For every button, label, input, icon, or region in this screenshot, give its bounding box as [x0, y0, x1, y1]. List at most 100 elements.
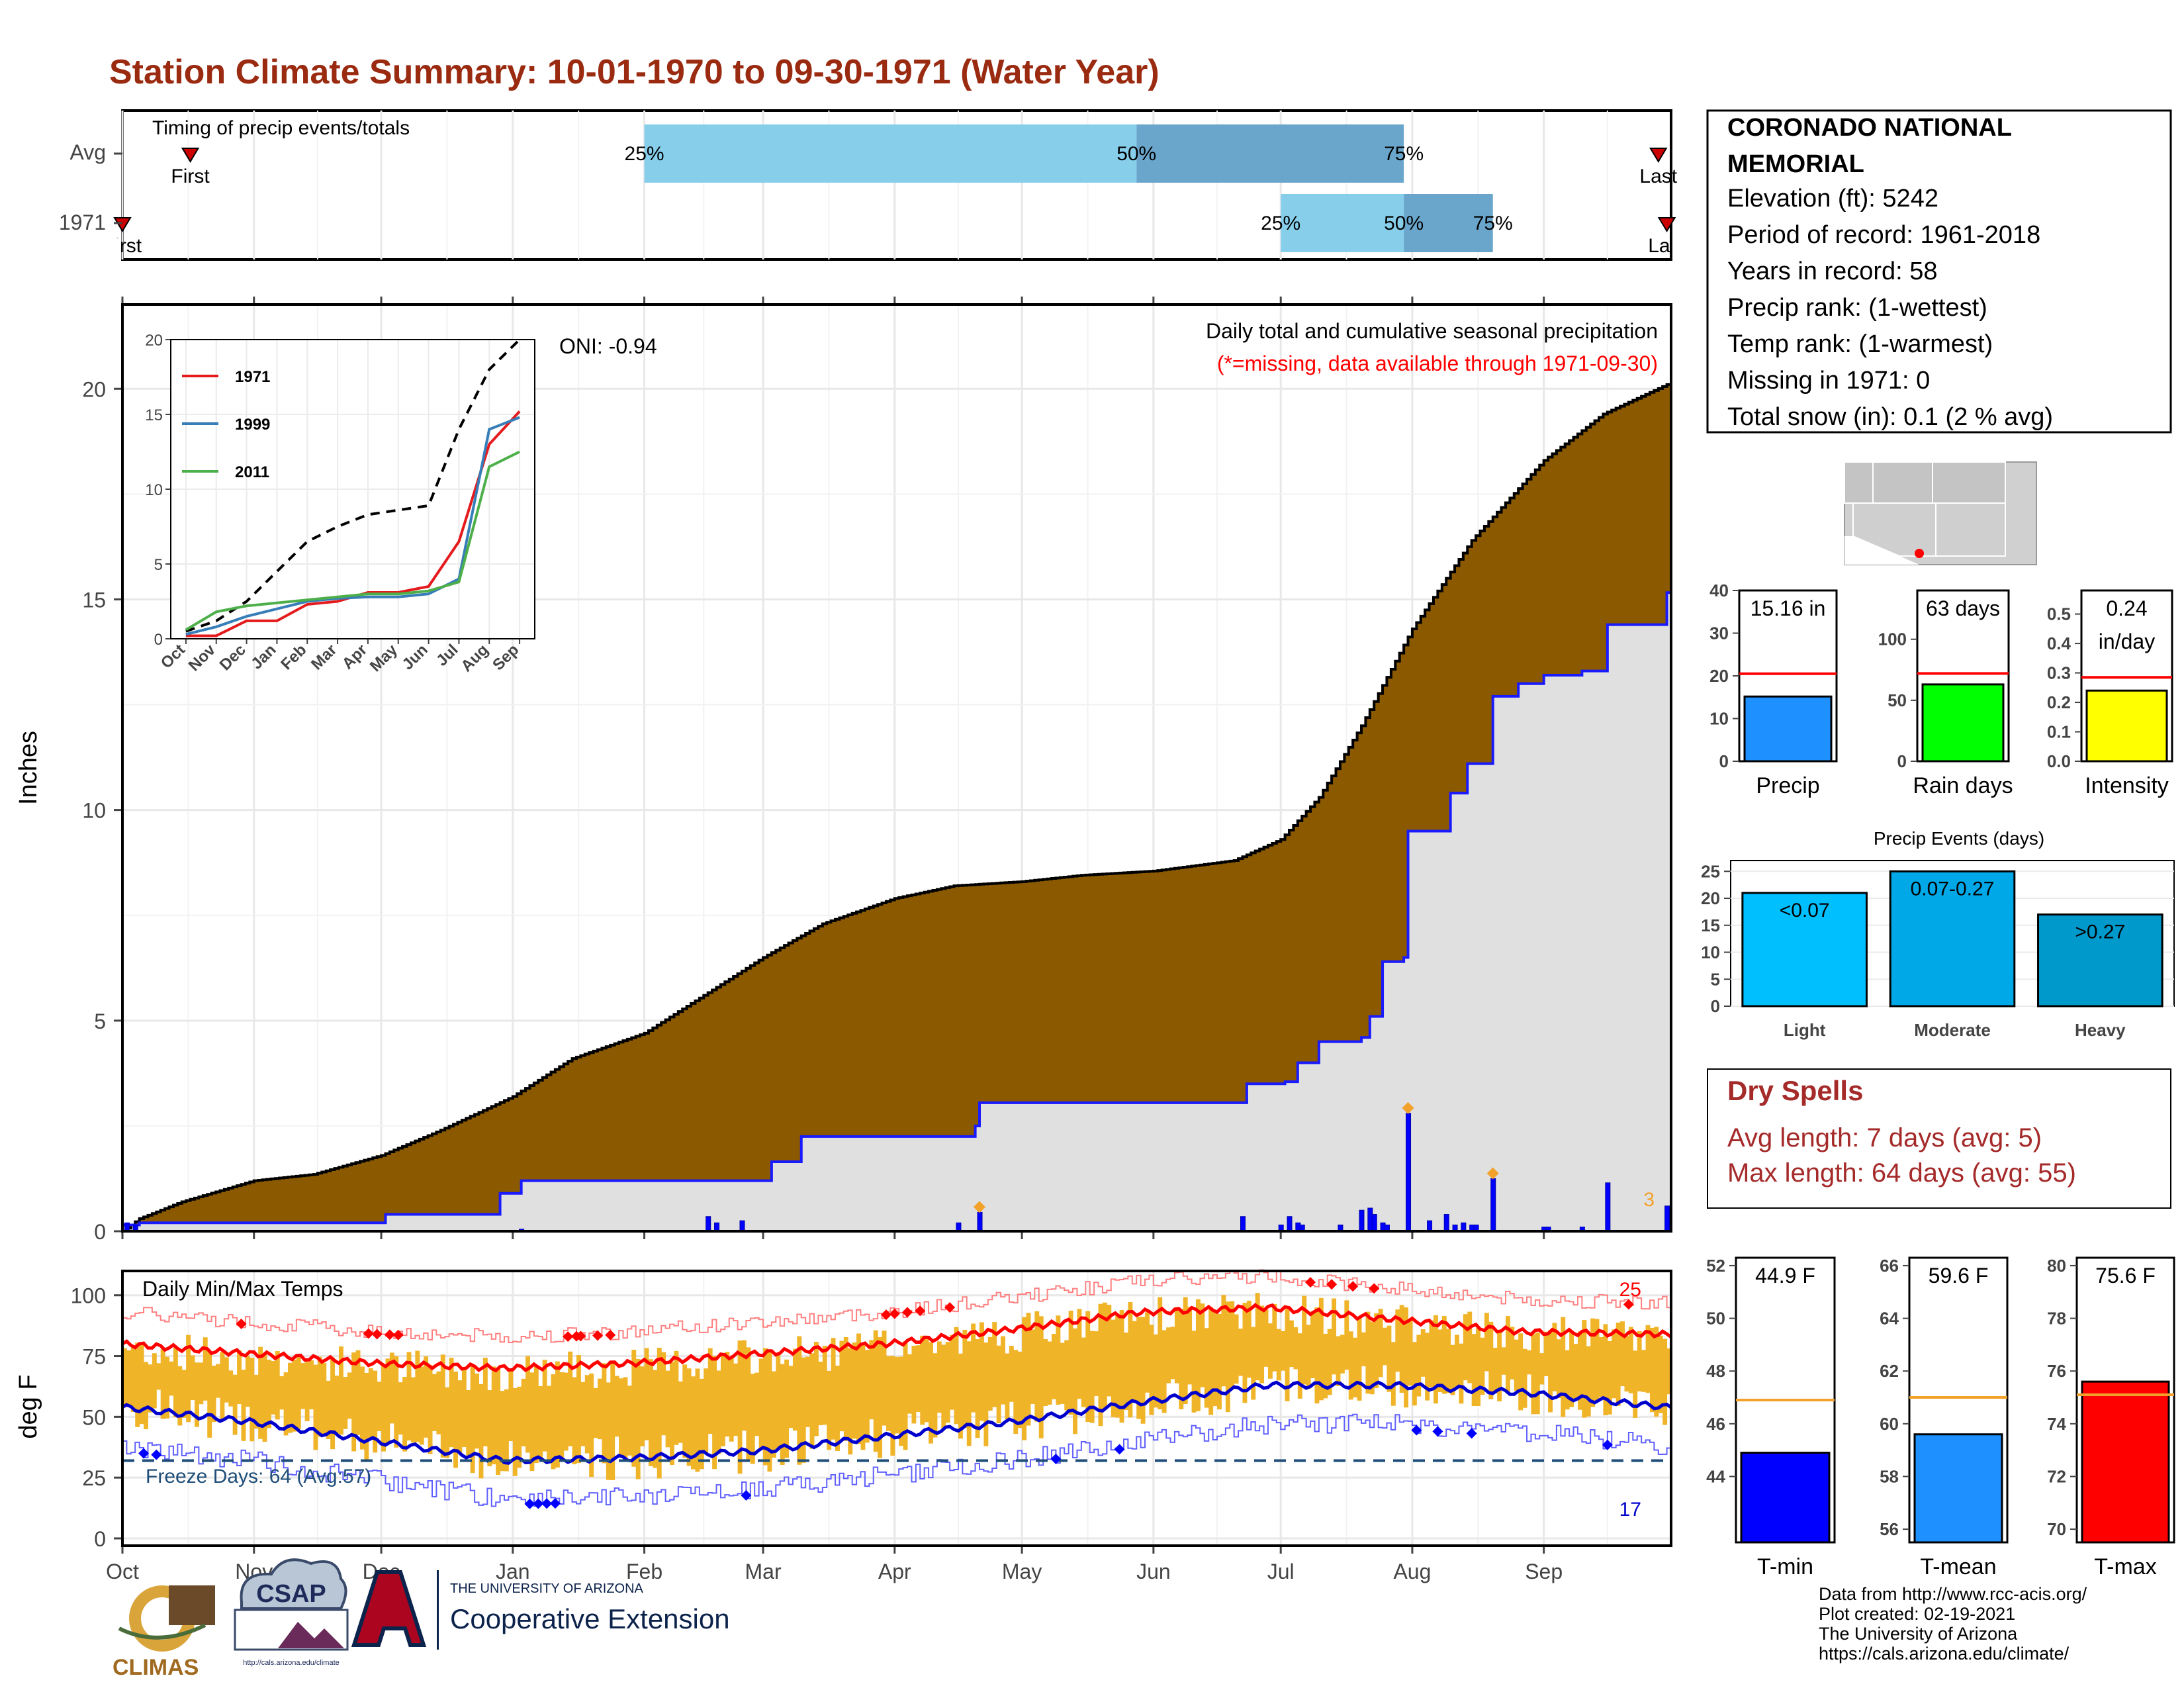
csap-logo[interactable]: CSAP http://cals.arizona.edu/climate: [234, 1558, 349, 1667]
daily-temp-bar: [678, 1381, 683, 1443]
temp-y-tick-label: 100: [71, 1284, 106, 1308]
climas-logo[interactable]: CLIMAS: [113, 1585, 215, 1680]
daily-temp-bar: [1628, 1327, 1633, 1393]
small-chart-value-label: 75.6 F: [2095, 1264, 2156, 1288]
timing-bar-q3: [1136, 124, 1404, 183]
record-high-marker-icon: [1369, 1283, 1380, 1294]
daily-temp-bar: [1102, 1302, 1107, 1410]
daily-temp-bar: [661, 1352, 666, 1436]
daily-temp-bar: [899, 1356, 904, 1446]
small-chart-label: Intensity: [2085, 773, 2169, 798]
timing-row-year-label: 1971: [59, 211, 106, 234]
daily-precip-bar: [1240, 1216, 1246, 1232]
daily-temp-bar: [373, 1370, 378, 1453]
daily-temp-bar: [1310, 1311, 1315, 1379]
daily-temp-bar: [915, 1345, 921, 1412]
daily-temp-bar: [1001, 1336, 1005, 1405]
events-category-label: Moderate: [1914, 1020, 1991, 1040]
small-chart-tick-label: 78: [2047, 1309, 2066, 1329]
daily-temp-bar: [1662, 1338, 1668, 1425]
small-chart-bar: [2081, 1380, 2170, 1544]
daily-temp-bar: [547, 1385, 552, 1462]
daily-temp-bar: [933, 1353, 938, 1438]
small-chart-tick-label: 46: [1706, 1414, 1725, 1434]
daily-temp-bar: [809, 1353, 815, 1449]
record-min-line: [122, 1413, 1671, 1507]
daily-temp-bar: [763, 1348, 768, 1466]
page-title: Station Climate Summary: 10-01-1970 to 0…: [109, 53, 1160, 91]
small-chart-value-label: 63 days: [1926, 596, 2000, 620]
daily-temp-bar: [1548, 1331, 1553, 1413]
daily-temp-bar: [504, 1389, 509, 1472]
precip-y-tick-label: 10: [82, 799, 106, 823]
max-extreme-count: 25: [1619, 1279, 1641, 1301]
daily-temp-bar: [640, 1366, 645, 1446]
daily-temp-bar: [813, 1341, 819, 1436]
small-chart-tick-label: 64: [1880, 1309, 1899, 1329]
daily-temp-bar: [1276, 1329, 1281, 1381]
daily-temp-bar: [1323, 1333, 1328, 1399]
small-chart-value-label: 0.24: [2106, 596, 2147, 620]
daily-temp-bar: [1603, 1324, 1608, 1416]
events-tick-label: 25: [1701, 861, 1720, 881]
station-detail-line: Missing in 1971: 0: [1727, 367, 1930, 395]
temp-y-label: deg F: [15, 1374, 42, 1438]
daily-temp-bar: [517, 1386, 522, 1468]
daily-temp-bar: [1111, 1319, 1116, 1417]
daily-temp-bar: [674, 1350, 679, 1445]
small-chart-tick-label: 74: [2047, 1414, 2066, 1434]
daily-temp-bar: [1565, 1350, 1570, 1410]
daily-temp-bar: [1115, 1314, 1120, 1418]
small-chart-tick-label: 62: [1880, 1361, 1899, 1381]
record-high-marker-icon: [363, 1328, 374, 1339]
inset-y-tick-label: 15: [145, 406, 163, 424]
csap-cloud-icon: [240, 1558, 347, 1610]
events-tick-label: 20: [1701, 888, 1720, 908]
daily-temp-bar: [1267, 1323, 1273, 1379]
daily-temp-bar: [1195, 1299, 1201, 1411]
daily-temp-bar: [1089, 1331, 1095, 1423]
daily-temp-bar: [936, 1341, 942, 1413]
daily-precip-bar: [1287, 1216, 1293, 1232]
daily-temp-bar: [945, 1342, 950, 1423]
daily-temp-bar: [326, 1380, 331, 1439]
events-tick-label: 15: [1701, 915, 1720, 935]
daily-temp-bar: [742, 1340, 747, 1431]
record-low-marker-icon: [1602, 1439, 1613, 1450]
daily-temp-bar: [903, 1341, 908, 1450]
month-axis-label: May: [1002, 1560, 1042, 1583]
small-chart-tick-label: 40: [1709, 581, 1729, 600]
daily-temp-bar: [508, 1370, 514, 1442]
record-high-marker-icon: [902, 1307, 913, 1318]
daily-temp-bar: [1374, 1313, 1379, 1388]
station-detail-line: Total snow (in): 0.1 (2 % avg): [1727, 403, 2053, 431]
daily-temp-bar: [784, 1359, 790, 1458]
daily-temp-bar: [725, 1352, 730, 1437]
ua-cooperative-extension-logo[interactable]: THE UNIVERSITY OF ARIZONA Cooperative Ex…: [351, 1570, 730, 1650]
daily-temp-bar: [648, 1359, 653, 1466]
daily-temp-bar: [1369, 1321, 1375, 1395]
timing-label: Timing of precip events/totals: [152, 117, 410, 139]
extreme-precip-marker-icon: [1402, 1102, 1414, 1114]
timing-left-mask: [0, 238, 121, 265]
timing-p25-label: 25%: [625, 143, 664, 165]
daily-temp-bar: [1208, 1307, 1214, 1415]
year-cumulative-line: [122, 591, 1671, 1227]
daily-temp-bar: [1085, 1311, 1091, 1423]
daily-temp-bar: [1056, 1315, 1061, 1405]
daily-temp-bar: [148, 1364, 153, 1413]
daily-temp-bar: [1119, 1310, 1124, 1423]
daily-temp-bar: [1361, 1332, 1366, 1366]
daily-temp-bar: [992, 1322, 997, 1407]
small-chart-value-unit: in/day: [2099, 630, 2155, 653]
daily-temp-bar: [1455, 1335, 1459, 1388]
daily-temp-bar: [496, 1368, 501, 1476]
daily-temp-bar: [317, 1356, 322, 1437]
daily-temp-bar: [758, 1358, 764, 1450]
daily-temp-bar: [869, 1340, 874, 1420]
daily-temp-bar: [381, 1366, 386, 1452]
daily-temp-bar: [1607, 1340, 1612, 1415]
daily-temp-bar: [1577, 1331, 1582, 1410]
oni-label: ONI: -0.94: [559, 334, 657, 358]
